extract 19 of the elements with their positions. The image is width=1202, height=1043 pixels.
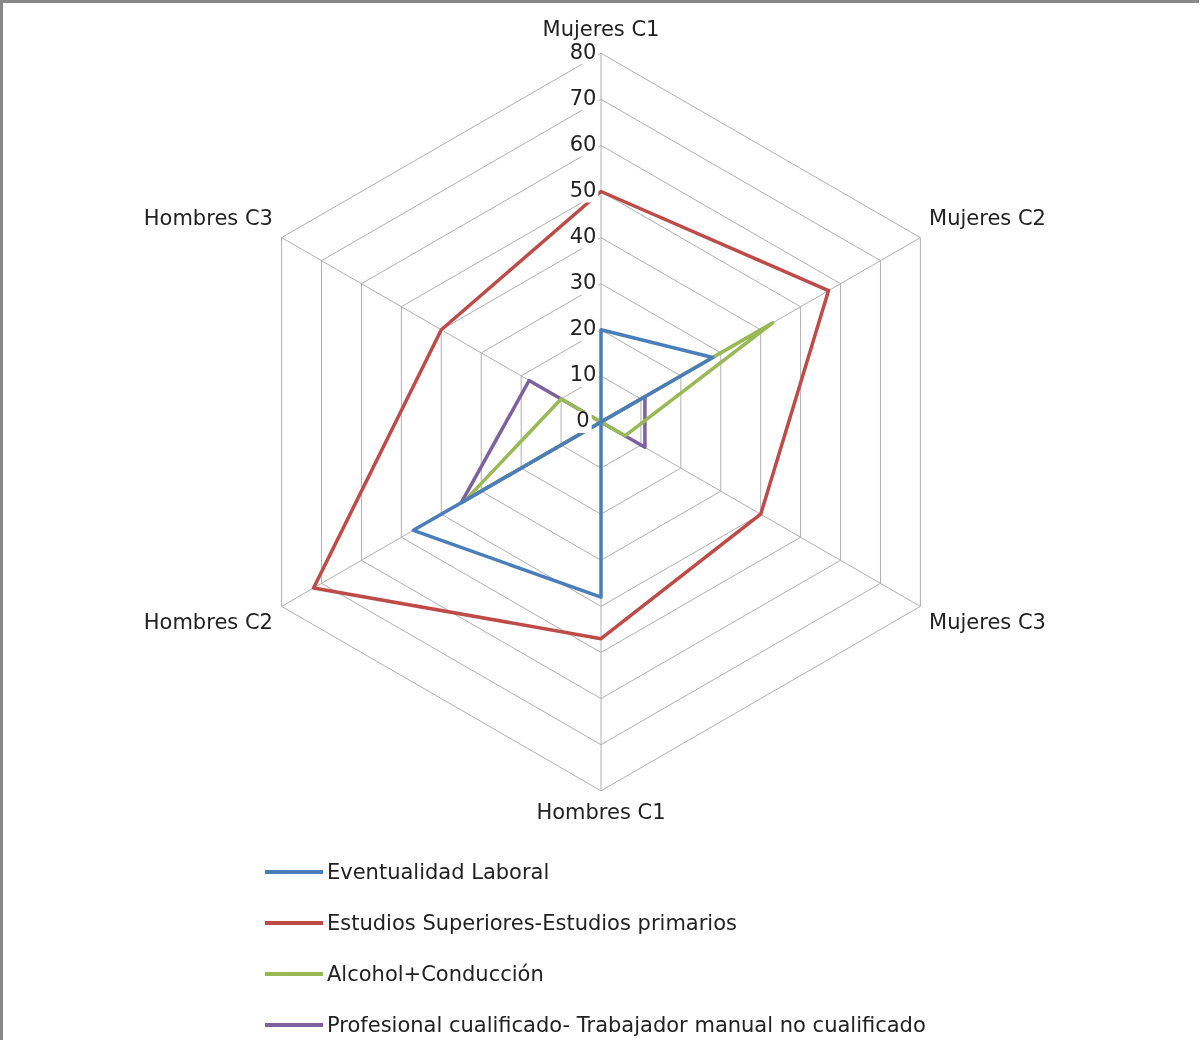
spoke-label: Hombres C2 bbox=[143, 610, 273, 635]
legend-label: Eventualidad Laboral bbox=[327, 859, 550, 884]
y-tick-label: 40 bbox=[569, 224, 597, 249]
y-tick-label: 60 bbox=[569, 131, 597, 156]
legend-label: Alcohol+Conducción bbox=[327, 961, 544, 986]
y-tick-label: 80 bbox=[569, 39, 597, 64]
legend-label: Estudios Superiores-Estudios primarios bbox=[327, 910, 737, 935]
spoke-label: Mujeres C3 bbox=[929, 610, 1046, 635]
y-tick-label: 50 bbox=[569, 177, 597, 202]
spoke-label: Hombres C3 bbox=[143, 206, 273, 231]
legend-label: Profesional cualificado- Trabajador manual no cualificado bbox=[327, 1012, 926, 1037]
spoke-label: Mujeres C1 bbox=[542, 17, 660, 42]
y-tick-label: 20 bbox=[569, 316, 597, 341]
y-tick-label: 30 bbox=[569, 270, 597, 295]
spoke-label: Mujeres C2 bbox=[929, 206, 1046, 231]
y-tick-label: 0 bbox=[576, 408, 590, 433]
y-tick-label: 70 bbox=[569, 85, 597, 110]
y-tick-label: 10 bbox=[569, 362, 597, 387]
spoke-label: Hombres C1 bbox=[536, 799, 666, 824]
